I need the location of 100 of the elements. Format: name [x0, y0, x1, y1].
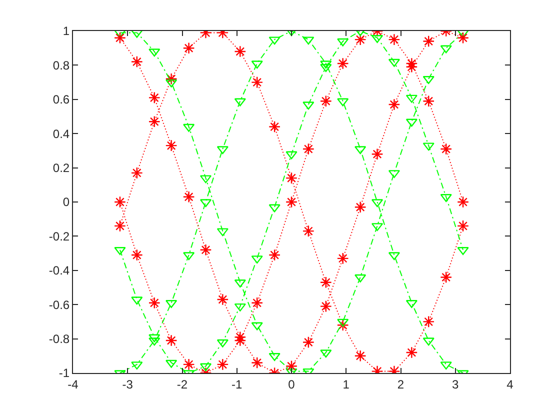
- y-tick-label: 0.8: [52, 58, 70, 72]
- point: [354, 201, 366, 214]
- y-tick-label: -0.2: [48, 229, 70, 244]
- point: [406, 118, 418, 127]
- point: [388, 252, 400, 260]
- y-tick-label: 0: [62, 195, 70, 210]
- point: [216, 293, 229, 306]
- point: [320, 300, 332, 312]
- point: [148, 48, 160, 57]
- point: [422, 95, 435, 108]
- point: [268, 120, 281, 133]
- point: [114, 196, 126, 208]
- point: [337, 38, 349, 46]
- y-tick-label: 0.2: [52, 161, 70, 175]
- point: [302, 102, 314, 110]
- point: [130, 56, 143, 68]
- point: [388, 34, 400, 46]
- point: [406, 346, 418, 358]
- point: [251, 256, 263, 264]
- y-tick-label: -0.4: [48, 264, 70, 278]
- point: [337, 98, 349, 106]
- point: [182, 190, 195, 203]
- point: [183, 124, 195, 132]
- point: [388, 98, 400, 111]
- point: [371, 148, 384, 160]
- y-tick-label: 0.6: [52, 92, 70, 107]
- point: [337, 318, 349, 327]
- x-tick-label: 3: [452, 377, 460, 392]
- y-tick-label: 0.4: [52, 126, 70, 141]
- point: [302, 36, 314, 45]
- point: [354, 146, 366, 154]
- point: [286, 172, 298, 184]
- point: [148, 92, 160, 104]
- point: [457, 220, 470, 232]
- x-tick-label: 1: [342, 377, 350, 392]
- x-tick-label: 4: [506, 377, 514, 392]
- point: [216, 358, 229, 370]
- point: [422, 338, 434, 346]
- point: [406, 57, 418, 70]
- x-tick-label: -4: [68, 377, 79, 392]
- point: [165, 334, 178, 347]
- point: [234, 331, 246, 344]
- point: [234, 46, 246, 58]
- point: [286, 151, 298, 160]
- point: [406, 94, 418, 103]
- point: [182, 42, 195, 54]
- point: [320, 60, 332, 69]
- point: [336, 57, 349, 70]
- x-tick-label: 0: [288, 377, 296, 392]
- point: [165, 140, 178, 152]
- point: [302, 336, 314, 348]
- point: [251, 322, 263, 330]
- point: [148, 334, 160, 342]
- point: [216, 146, 228, 154]
- point: [268, 204, 280, 212]
- point: [114, 32, 126, 44]
- point: [234, 303, 246, 312]
- point: [148, 296, 160, 309]
- y-tick-label: 1: [62, 24, 70, 38]
- x-tick-label: 2: [397, 377, 404, 392]
- point: [388, 58, 400, 67]
- point: [406, 60, 418, 73]
- point: [165, 72, 178, 85]
- point: [388, 170, 400, 178]
- point: [131, 362, 143, 370]
- x-tick-label: -3: [122, 377, 134, 392]
- point: [166, 360, 178, 368]
- point: [354, 34, 366, 46]
- x-tick-label: -2: [176, 377, 188, 392]
- point: [422, 35, 435, 48]
- point: [130, 166, 143, 179]
- point: [251, 296, 264, 309]
- point: [268, 249, 281, 262]
- point: [182, 358, 195, 370]
- point: [302, 142, 314, 155]
- y-tick-label: -1: [58, 366, 70, 380]
- x-tick-label: -1: [232, 377, 243, 392]
- point: [320, 64, 332, 72]
- point: [130, 249, 143, 262]
- y-tick-label: -0.8: [48, 332, 70, 346]
- point: [148, 338, 160, 346]
- point: [200, 244, 212, 256]
- point: [457, 32, 470, 44]
- point: [422, 142, 434, 151]
- point: [251, 76, 264, 88]
- point: [320, 276, 332, 288]
- point: [166, 79, 178, 88]
- point: [440, 45, 452, 54]
- point: [234, 334, 246, 347]
- point: [302, 225, 314, 238]
- point: [422, 316, 435, 328]
- point: [320, 350, 332, 358]
- point: [251, 60, 263, 69]
- point: [286, 196, 298, 208]
- point: [286, 360, 298, 372]
- point: [354, 350, 366, 362]
- point: [336, 252, 349, 264]
- point: [114, 220, 126, 232]
- point: [440, 362, 452, 370]
- point: [183, 252, 195, 260]
